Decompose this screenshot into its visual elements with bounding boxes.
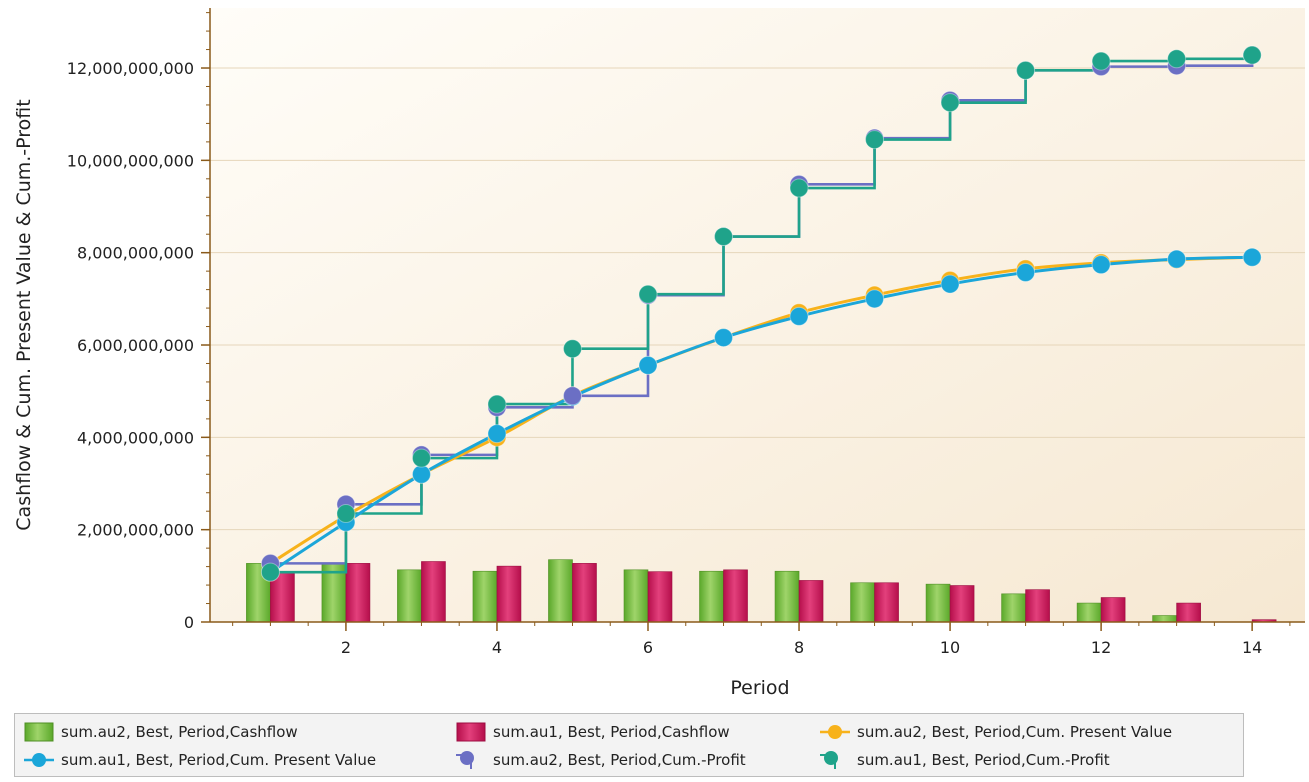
purple-step-marker-icon [456, 751, 474, 769]
plot-area [210, 8, 1305, 622]
legend-label: sum.au1, Best, Period,Cum.-Profit [857, 751, 1110, 769]
bar [774, 570, 800, 623]
data-point [940, 274, 960, 294]
data-point [1242, 247, 1262, 267]
x-tick-label: 2 [341, 638, 351, 657]
axes: 0 2,000,000,000 4,000,000,000 6,000,000,000… [67, 8, 1305, 657]
legend-label: sum.au1, Best, Period,Cum. Present Value [61, 751, 377, 769]
green-bar-swatch-icon [24, 722, 54, 742]
bar [699, 570, 724, 623]
bar [850, 582, 875, 623]
data-point [1016, 60, 1036, 80]
bar [1100, 597, 1126, 623]
bar [572, 563, 597, 623]
data-point [562, 386, 582, 406]
data-point [336, 504, 356, 524]
y-tick-label: 12,000,000,000 [67, 59, 194, 78]
x-tick-label: 6 [643, 638, 653, 657]
bar [1076, 602, 1102, 623]
bar [345, 563, 371, 623]
data-point [1016, 263, 1036, 283]
series-points [260, 45, 1262, 582]
data-point [865, 289, 885, 309]
data-point [940, 93, 960, 113]
bar [798, 580, 824, 623]
bar [496, 565, 522, 623]
legend-label: sum.au2, Best, Period,Cum. Present Value [857, 723, 1173, 741]
data-point [562, 339, 582, 359]
y-axis-title: Cashflow & Cum. Present Value & Cum.-Pro… [13, 99, 35, 530]
teal-step-marker-icon [820, 751, 838, 769]
bar [421, 561, 446, 623]
bar [270, 571, 295, 623]
blue-line-marker-icon [24, 753, 54, 767]
bar [1001, 593, 1026, 623]
data-point [1091, 255, 1111, 275]
bar [1152, 615, 1177, 623]
data-point [789, 306, 809, 326]
data-point [487, 424, 507, 444]
bar [472, 570, 498, 623]
bar [874, 582, 899, 623]
bar [925, 583, 951, 623]
bar [1176, 602, 1201, 623]
y-tick-label: 4,000,000,000 [77, 428, 194, 447]
data-point [411, 448, 431, 468]
legend-label: sum.au2, Best, Period,Cum.-Profit [493, 751, 746, 769]
magenta-bar-swatch-icon [456, 722, 486, 742]
bar [623, 569, 649, 623]
legend-label: sum.au1, Best, Period,Cashflow [493, 723, 730, 741]
legend-item-au2-cashflow: sum.au2, Best, Period,Cashflow [23, 719, 298, 745]
legend-item-au2-cum-present-value: sum.au2, Best, Period,Cum. Present Value [819, 719, 1172, 745]
data-point [487, 394, 507, 414]
data-point [638, 284, 658, 304]
data-point [1167, 49, 1187, 69]
x-tick-label: 12 [1091, 638, 1111, 657]
bar [647, 571, 673, 623]
legend-item-au1-cum-profit: sum.au1, Best, Period,Cum.-Profit [819, 747, 1110, 773]
data-point [1167, 249, 1187, 269]
data-point [260, 562, 280, 582]
data-point [789, 178, 809, 198]
chart: 0 2,000,000,000 4,000,000,000 6,000,000,000… [13, 8, 1305, 699]
data-point [714, 227, 734, 247]
y-tick-label: 10,000,000,000 [67, 151, 194, 170]
y-tick-label: 0 [184, 613, 194, 632]
legend-label: sum.au2, Best, Period,Cashflow [61, 723, 298, 741]
x-tick-label: 4 [492, 638, 502, 657]
legend-item-au1-cum-present-value: sum.au1, Best, Period,Cum. Present Value [23, 747, 376, 773]
legend-item-au2-cum-profit: sum.au2, Best, Period,Cum.-Profit [455, 747, 746, 773]
data-point [1091, 51, 1111, 71]
legend-item-au1-cashflow: sum.au1, Best, Period,Cashflow [455, 719, 730, 745]
data-point [865, 130, 885, 150]
bar [397, 569, 422, 623]
y-tick-label: 2,000,000,000 [77, 521, 194, 540]
y-tick-label: 6,000,000,000 [77, 336, 194, 355]
data-point [1242, 45, 1262, 65]
data-point [714, 328, 734, 348]
orange-line-marker-icon [820, 725, 850, 739]
bar [949, 585, 975, 623]
bar [723, 569, 748, 623]
data-point [411, 464, 431, 484]
x-tick-label: 10 [940, 638, 960, 657]
x-tick-label: 14 [1242, 638, 1262, 657]
bar [1025, 589, 1050, 623]
x-axis-title: Period [730, 677, 789, 699]
grid-lines [210, 67, 1305, 531]
y-tick-label: 8,000,000,000 [77, 244, 194, 263]
legend: sum.au2, Best, Period,Cashflow sum.au1, … [14, 713, 1244, 777]
x-tick-label: 8 [794, 638, 804, 657]
data-point [638, 355, 658, 375]
bar [548, 559, 573, 623]
